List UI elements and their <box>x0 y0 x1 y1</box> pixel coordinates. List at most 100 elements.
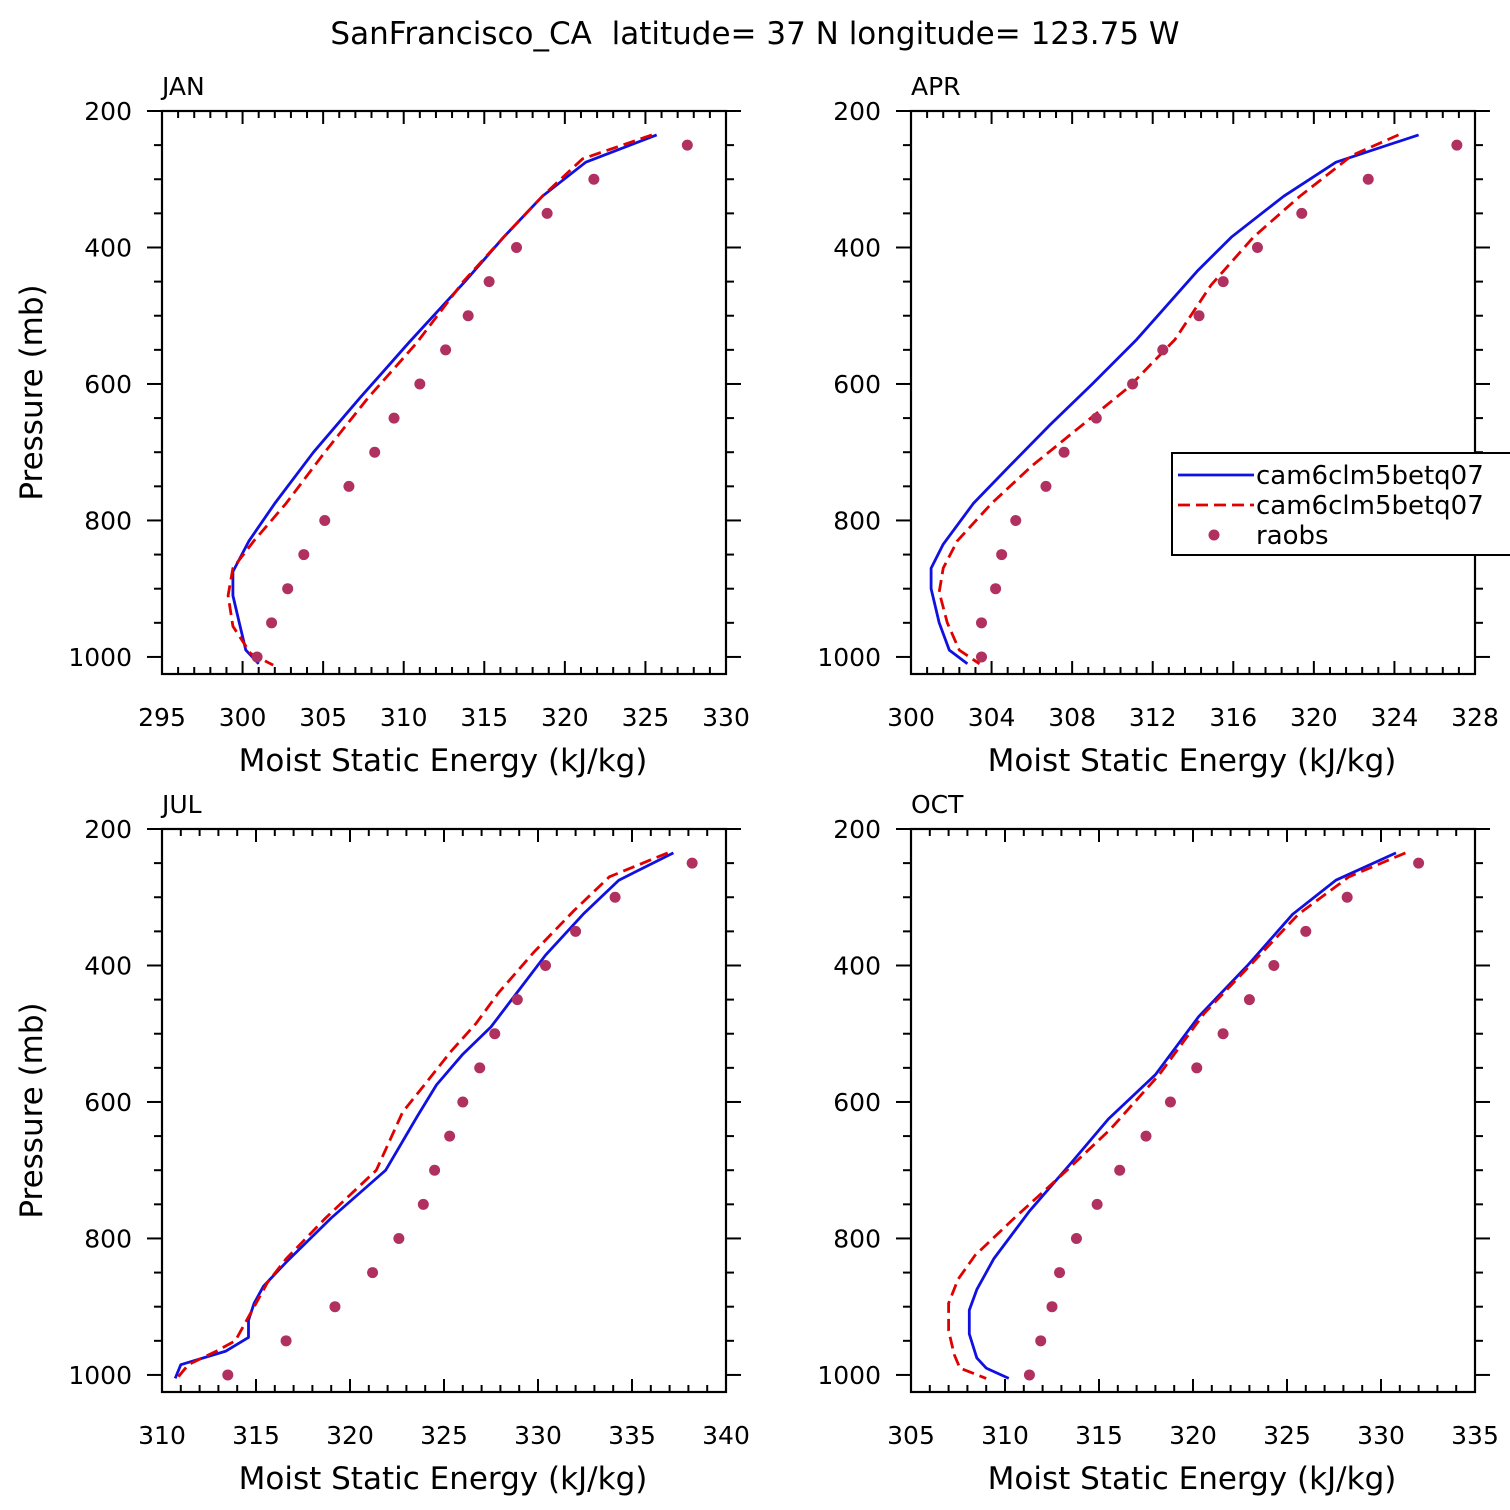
x-tick-label: 315 <box>460 703 508 732</box>
x-axis-label: Moist Static Energy (kJ/kg) <box>239 1461 648 1497</box>
panel-jul: JUL 310 315 320 325 330 335 340 200 400 600 800 1000… <box>14 790 750 1497</box>
x-tick-label: 325 <box>622 703 670 732</box>
x-tick-label: 340 <box>702 1421 750 1450</box>
data-point <box>414 378 426 390</box>
panel-label: JUL <box>160 790 202 819</box>
plot-frame <box>160 109 728 676</box>
x-tick-label: 310 <box>981 1421 1029 1450</box>
data-point <box>457 1096 469 1108</box>
series-model-solid <box>967 851 1397 1380</box>
x-tick-label: 330 <box>1357 1421 1405 1450</box>
data-point <box>1070 1232 1082 1244</box>
data-point <box>1296 207 1308 219</box>
x-tick-label: 315 <box>1075 1421 1123 1450</box>
data-point <box>1251 241 1263 253</box>
x-tick-label: 330 <box>702 703 750 732</box>
y-axis-label: Pressure (mb) <box>14 284 50 500</box>
series-raobs <box>976 139 1463 663</box>
x-tick-label: 308 <box>1048 703 1096 732</box>
y-tick-label: 1000 <box>817 1361 881 1390</box>
y-tick-label: 200 <box>833 815 881 844</box>
data-point <box>570 925 582 937</box>
y-tick-label: 800 <box>84 506 132 535</box>
panel-apr: APR 300 304 308 312 316 320 324 328 200 400 600 800 1… <box>817 72 1498 779</box>
x-tick-label: 295 <box>138 703 186 732</box>
series-model-solid <box>929 133 1420 665</box>
panels: JAN 295 300 305 310 315 320 325 330 200 400 600 800 1… <box>14 72 1499 1497</box>
y-tick-label: 800 <box>84 1224 132 1253</box>
series-raobs <box>222 857 698 1381</box>
y-axis-label: Pressure (mb) <box>14 1002 50 1218</box>
series-line <box>929 133 1420 665</box>
data-point <box>1054 1267 1066 1279</box>
data-point <box>540 959 552 971</box>
y-tick-label: 600 <box>833 370 881 399</box>
data-point <box>393 1232 405 1244</box>
y-tick-label: 1000 <box>817 643 881 672</box>
data-point <box>588 173 600 185</box>
y-tick-label: 1000 <box>68 643 132 672</box>
data-point <box>1127 378 1139 390</box>
series-line <box>947 851 1406 1380</box>
y-tick-label: 800 <box>833 506 881 535</box>
y-tick-label: 800 <box>833 1224 881 1253</box>
data-point <box>1157 344 1169 356</box>
data-point <box>511 994 523 1006</box>
data-point <box>1451 139 1463 151</box>
data-point <box>266 617 278 629</box>
series-model-dashed <box>226 133 653 667</box>
x-tick-label: 325 <box>420 1421 468 1450</box>
data-point <box>474 1062 486 1074</box>
panel-label: APR <box>911 72 961 101</box>
data-point <box>541 207 553 219</box>
data-point <box>1191 1062 1203 1074</box>
panel-label: JAN <box>160 72 205 101</box>
panel-jan: JAN 295 300 305 310 315 320 325 330 200 400 600 800 1… <box>14 72 750 779</box>
data-point <box>1058 446 1070 458</box>
data-point <box>251 651 263 663</box>
data-point <box>1413 857 1425 869</box>
data-point <box>329 1301 341 1313</box>
series-model-solid <box>231 133 658 665</box>
data-point <box>388 412 400 424</box>
x-tick-label: 330 <box>514 1421 562 1450</box>
panel-oct: OCT 305 310 315 320 325 330 335 200 400 600 800 1000… <box>817 790 1498 1497</box>
data-point <box>222 1369 234 1381</box>
panel-label: OCT <box>911 790 964 819</box>
data-point <box>1268 959 1280 971</box>
data-point <box>417 1198 429 1210</box>
data-point <box>1300 925 1312 937</box>
series-line <box>231 133 658 665</box>
data-point <box>1046 1301 1058 1313</box>
series-line <box>967 851 1397 1380</box>
x-tick-label: 305 <box>887 1421 935 1450</box>
data-point <box>609 891 621 903</box>
data-point <box>976 651 987 663</box>
data-point <box>429 1164 441 1176</box>
x-tick-label: 320 <box>326 1421 374 1450</box>
legend-label: cam6clm5betq07 <box>1256 461 1484 491</box>
legend-marker <box>1208 529 1220 541</box>
x-tick-label: 315 <box>232 1421 280 1450</box>
data-point <box>483 276 495 288</box>
series-line <box>226 133 653 667</box>
y-tick-label: 400 <box>84 233 132 262</box>
data-point <box>440 344 452 356</box>
series-line <box>937 133 1400 665</box>
data-point <box>1341 891 1353 903</box>
data-point <box>462 310 474 322</box>
plot-frame <box>160 827 728 1394</box>
series-raobs <box>1023 857 1425 1381</box>
x-tick-label: 312 <box>1129 703 1177 732</box>
y-tick-label: 200 <box>84 815 132 844</box>
figure-title: SanFrancisco_CA latitude= 37 N longitude… <box>330 16 1179 52</box>
data-point <box>1023 1369 1035 1381</box>
data-point <box>282 583 294 595</box>
data-point <box>1040 480 1052 492</box>
series-model-solid <box>173 851 675 1379</box>
data-point <box>1010 514 1022 526</box>
x-tick-label: 335 <box>1451 1421 1499 1450</box>
data-point <box>1035 1335 1047 1347</box>
data-point <box>681 139 693 151</box>
x-tick-label: 310 <box>138 1421 186 1450</box>
